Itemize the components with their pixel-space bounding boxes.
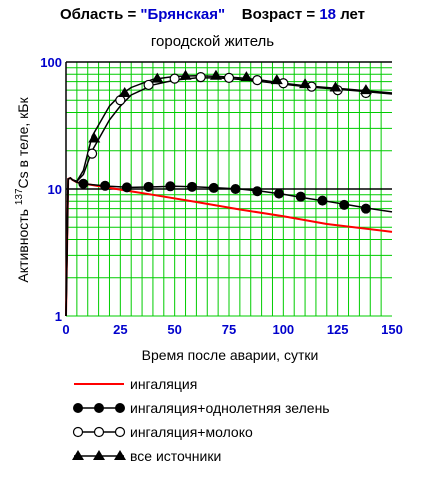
- age-label: Возраст =: [241, 6, 320, 23]
- region-label: Область =: [59, 6, 141, 23]
- marker-filled-circle: [230, 184, 241, 194]
- marker-filled-triangle: [88, 132, 101, 143]
- y-tick-label: 100: [40, 55, 62, 70]
- marker-filled-circle: [187, 181, 198, 192]
- legend-label-3: все источники: [130, 448, 221, 464]
- marker-open-circle: [252, 75, 263, 86]
- x-tick-label: 75: [222, 322, 236, 337]
- region-value: "Брянская": [140, 6, 226, 23]
- legend-marker-filled-circle: [115, 403, 125, 413]
- marker-filled-circle: [252, 186, 263, 197]
- y-axis-label: Активность 137Cs в теле, кБк: [14, 97, 31, 283]
- legend-marker-open-circle: [93, 426, 105, 438]
- x-tick-label: 150: [381, 322, 403, 337]
- marker-filled-circle: [143, 181, 154, 192]
- legend-label-2: ингаляция+молоко: [130, 424, 253, 440]
- legend-marker-open-circle: [114, 426, 126, 438]
- legend-marker-open-circle: [72, 426, 84, 438]
- marker-open-circle: [169, 73, 180, 84]
- marker-filled-triangle: [270, 74, 283, 85]
- x-tick-label: 100: [272, 322, 294, 337]
- marker-filled-circle: [100, 180, 111, 191]
- legend-marker-filled-triangle: [114, 450, 126, 460]
- marker-filled-circle: [295, 191, 306, 202]
- marker-filled-circle: [360, 203, 371, 214]
- legend-marker-filled-triangle: [93, 450, 105, 460]
- legend-marker-filled-circle: [94, 403, 104, 413]
- marker-filled-triangle: [240, 71, 253, 82]
- legend-marker-filled-triangle: [72, 450, 84, 460]
- x-tick-label: 50: [167, 322, 181, 337]
- legend-marker-filled-circle: [73, 403, 83, 413]
- marker-filled-circle: [339, 199, 350, 210]
- marker-filled-triangle: [329, 81, 342, 92]
- series-markers: [78, 69, 372, 214]
- x-tick-label: 0: [62, 322, 69, 337]
- marker-open-circle: [86, 148, 98, 159]
- y-axis-label-sup: 137: [14, 188, 25, 205]
- marker-filled-circle: [78, 178, 89, 189]
- marker-filled-circle: [273, 188, 284, 199]
- age-value: 18: [319, 6, 337, 23]
- chart-title: Область = "Брянская" Возраст = 18 лет: [0, 6, 425, 23]
- marker-filled-triangle: [118, 87, 131, 98]
- y-tick-label: 1: [55, 309, 62, 324]
- y-axis-label-prefix: Активность: [15, 205, 31, 282]
- marker-filled-circle: [121, 182, 132, 193]
- chart-subtitle: городской житель: [150, 33, 275, 50]
- marker-filled-triangle: [209, 69, 222, 80]
- marker-filled-circle: [165, 181, 176, 192]
- marker-open-circle: [195, 72, 206, 83]
- marker-filled-triangle: [299, 78, 312, 89]
- x-tick-label: 25: [113, 322, 127, 337]
- x-tick-label: 125: [327, 322, 349, 337]
- age-unit: лет: [336, 6, 366, 23]
- marker-filled-triangle: [359, 84, 372, 95]
- legend-label-1: ингаляция+однолетняя зелень: [130, 400, 330, 416]
- marker-filled-circle: [317, 195, 328, 206]
- marker-open-circle: [223, 72, 235, 83]
- tick-labels: 0 25 50 75 100 125 150 1 10 100: [40, 55, 403, 337]
- marker-filled-triangle: [151, 72, 164, 83]
- legend-label-0: ингаляция: [130, 376, 197, 392]
- marker-filled-triangle: [179, 69, 192, 80]
- marker-open-circle: [115, 95, 126, 106]
- marker-filled-circle: [208, 182, 219, 193]
- y-axis-label-rest: Cs в теле, кБк: [15, 97, 31, 189]
- legend: ингаляция ингаляция+однолетняя зелень инга…: [72, 376, 330, 464]
- y-tick-label: 10: [48, 182, 62, 197]
- x-axis-label: Время после аварии, сутки: [142, 347, 319, 363]
- marker-open-circle: [143, 79, 154, 91]
